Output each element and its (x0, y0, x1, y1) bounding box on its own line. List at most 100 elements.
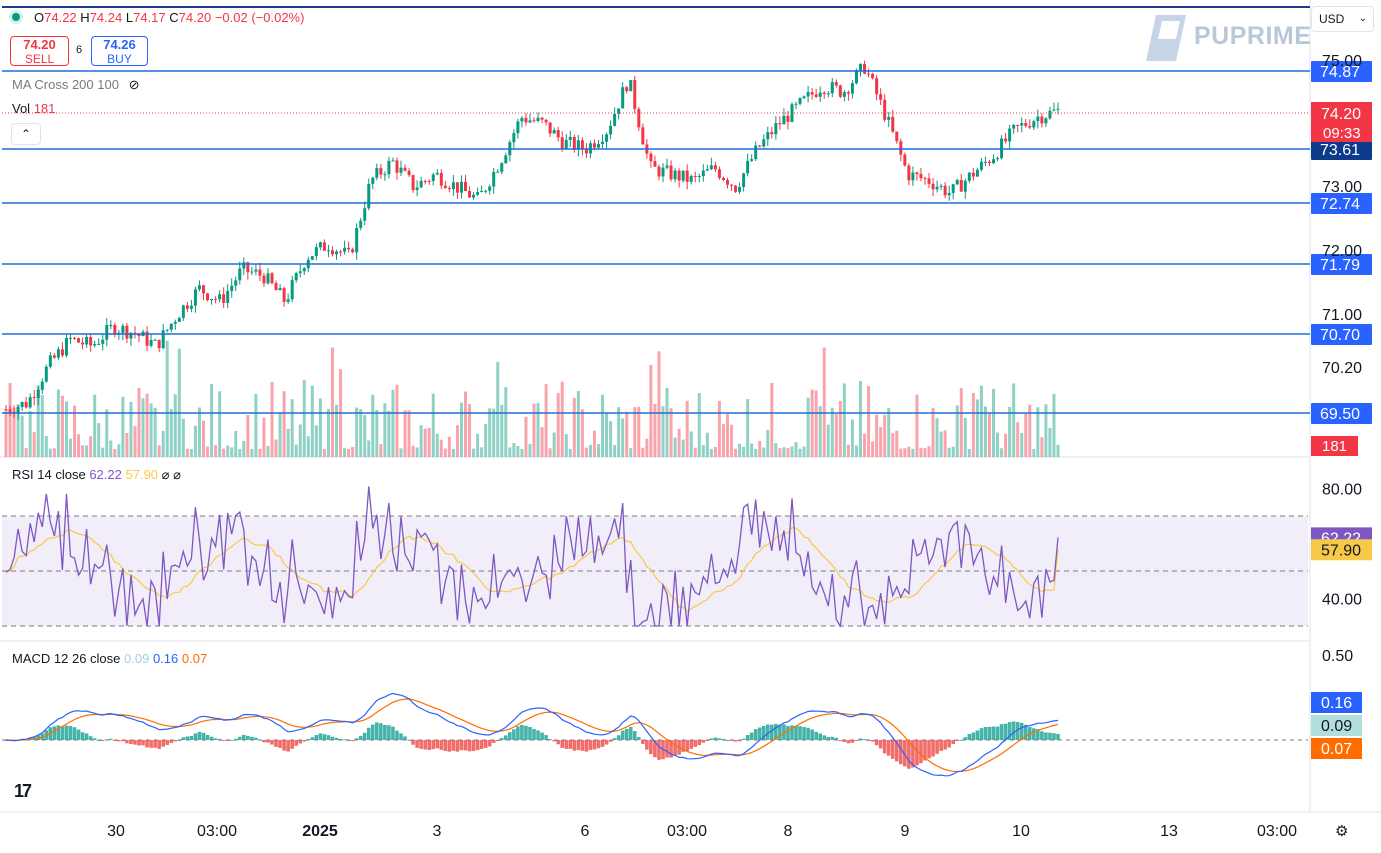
candle-body (625, 87, 629, 92)
macd-histogram-bar (173, 740, 178, 742)
macd-histogram-bar (858, 738, 863, 740)
candle-body (359, 220, 363, 228)
candle-body (705, 169, 709, 171)
volume-bar (597, 444, 601, 457)
candle-body (137, 333, 141, 337)
candle-body (177, 317, 181, 322)
brand-name: PUPRIME (1194, 22, 1312, 50)
volume-bar (153, 407, 157, 457)
candle-body (987, 161, 991, 164)
macd-histogram-bar (298, 740, 303, 744)
volume-bar (633, 407, 637, 457)
macd-histogram-bar (717, 738, 722, 740)
candle-body (1052, 109, 1056, 111)
macd-legend[interactable]: MACD 12 26 close 0.09 0.16 0.07 (12, 651, 207, 666)
volume-bar (367, 440, 371, 457)
volume-bar (451, 448, 455, 457)
candle-body (169, 323, 173, 330)
volume-bar (887, 408, 891, 457)
volume-bar (548, 448, 552, 457)
rsi-legend[interactable]: RSI 14 close 62.22 57.90 ⌀ ⌀ (12, 467, 181, 483)
volume-bar (105, 409, 109, 457)
sell-button[interactable]: 74.20 SELL (10, 36, 69, 66)
currency-label: USD (1319, 12, 1345, 26)
time-tick: 13 (1160, 823, 1178, 840)
macd-histogram-bar (121, 740, 125, 742)
volume-bar (234, 430, 238, 457)
volume-bar (109, 440, 113, 457)
macd-histogram-bar (765, 724, 770, 740)
vol-legend[interactable]: Vol 181 (12, 101, 55, 116)
candle-body (286, 299, 290, 302)
volume-bar (568, 448, 572, 457)
brand-logo-icon (1146, 13, 1188, 63)
candle-body (903, 154, 907, 166)
tradingview-logo-icon[interactable]: 17 (14, 781, 32, 801)
candle-body (939, 185, 943, 187)
volume-bar (407, 410, 411, 457)
volume-bar (637, 406, 641, 457)
macd-histogram-bar (28, 737, 32, 740)
volume-bar (1004, 433, 1008, 457)
macd-histogram-bar (979, 728, 984, 740)
volume-bar (661, 406, 665, 457)
volume-bar (552, 432, 556, 457)
volume-bar (218, 391, 222, 457)
volume-bar (222, 448, 226, 457)
ohlc-header: O74.22 H74.24 L74.17 C74.20 −0.02 (−0.02… (12, 10, 304, 25)
candle-body (439, 172, 443, 186)
volume-bar (193, 425, 197, 457)
volume-bar (520, 448, 524, 457)
macd-histogram-bar (322, 734, 327, 740)
eye-off-icon[interactable]: ⊘ (128, 77, 140, 92)
volume-bar (44, 436, 48, 457)
volume-bar (858, 381, 862, 457)
currency-select[interactable]: USD ⌄ (1311, 6, 1374, 32)
open-label: O (34, 10, 45, 25)
volume-bar (891, 433, 895, 457)
volume-bar (1000, 448, 1004, 457)
volume-bar (560, 381, 564, 457)
candle-body (959, 179, 963, 192)
volume-bar (419, 425, 423, 457)
candle-body (68, 337, 72, 339)
rsi-value: 62.22 (89, 467, 122, 482)
collapse-chevron-icon[interactable]: ⌃ (11, 123, 41, 145)
candle-body (343, 247, 347, 252)
macd-histogram-bar (798, 726, 802, 740)
vol-value: 181 (33, 101, 56, 116)
candle-body (649, 153, 653, 162)
candle-body (794, 103, 798, 105)
volume-bar (605, 413, 609, 457)
volume-bar (375, 409, 379, 457)
volume-bar (28, 411, 32, 457)
candle-body (322, 242, 326, 251)
candle-body (351, 249, 355, 253)
macd-histogram-bar (737, 740, 742, 742)
candle-body (774, 123, 778, 135)
buy-button[interactable]: 74.26 BUY (91, 36, 148, 66)
volume-bar (20, 415, 24, 457)
macd-histogram-bar (882, 740, 887, 754)
volume-tag (1311, 436, 1358, 456)
candle-body (419, 180, 423, 188)
volume-bar (395, 384, 399, 457)
macd-histogram-bar (874, 740, 879, 746)
candle-body (185, 305, 189, 309)
volume-bar (121, 396, 125, 457)
candle-body (875, 78, 879, 95)
candle-body (661, 167, 665, 177)
time-tick: 10 (1012, 823, 1030, 840)
macd-tag (1311, 692, 1362, 713)
ma-indicator-legend[interactable]: MA Cross 200 100 ⊘ (12, 77, 139, 93)
macd-histogram-bar (213, 738, 218, 740)
settings-gear-icon[interactable]: ⚙ (1335, 823, 1349, 840)
time-tick: 2025 (302, 823, 338, 840)
price-level-label: 71.79 (1320, 257, 1360, 274)
macd-histogram-bar (383, 724, 387, 740)
macd-histogram-bar (479, 740, 484, 749)
volume-bar (1024, 412, 1028, 457)
candle-body (568, 136, 572, 140)
candle-body (883, 99, 887, 120)
